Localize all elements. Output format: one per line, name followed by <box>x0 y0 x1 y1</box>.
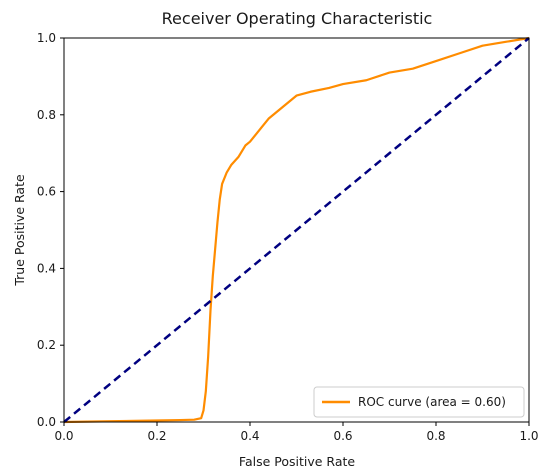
y-tick-label: 1.0 <box>37 31 56 45</box>
x-tick-label: 1.0 <box>519 429 538 443</box>
y-tick-label: 0.2 <box>37 338 56 352</box>
y-tick-label: 0.6 <box>37 185 56 199</box>
x-tick-label: 0.6 <box>333 429 352 443</box>
y-axis-label: True Positive Rate <box>12 174 27 287</box>
x-axis-label: False Positive Rate <box>239 454 355 469</box>
y-tick-label: 0.8 <box>37 108 56 122</box>
chart-title: Receiver Operating Characteristic <box>162 9 433 28</box>
y-tick-label: 0.4 <box>37 261 56 275</box>
roc-curve-line <box>63 36 530 424</box>
legend: ROC curve (area = 0.60) <box>313 386 525 418</box>
plot-area <box>63 36 530 424</box>
y-axis: 0.0 0.2 0.4 0.6 0.8 1.0 <box>37 31 64 429</box>
legend-box <box>313 386 525 418</box>
x-tick-label: 0.2 <box>147 429 166 443</box>
random-baseline-line <box>63 37 530 423</box>
plot-frame <box>63 37 530 423</box>
x-tick-label: 0.0 <box>54 429 73 443</box>
legend-label: ROC curve (area = 0.60) <box>358 395 506 409</box>
x-tick-label: 0.8 <box>426 429 445 443</box>
x-tick-label: 0.4 <box>240 429 259 443</box>
y-tick-label: 0.0 <box>37 415 56 429</box>
x-axis: 0.0 0.2 0.4 0.6 0.8 1.0 <box>54 422 539 443</box>
